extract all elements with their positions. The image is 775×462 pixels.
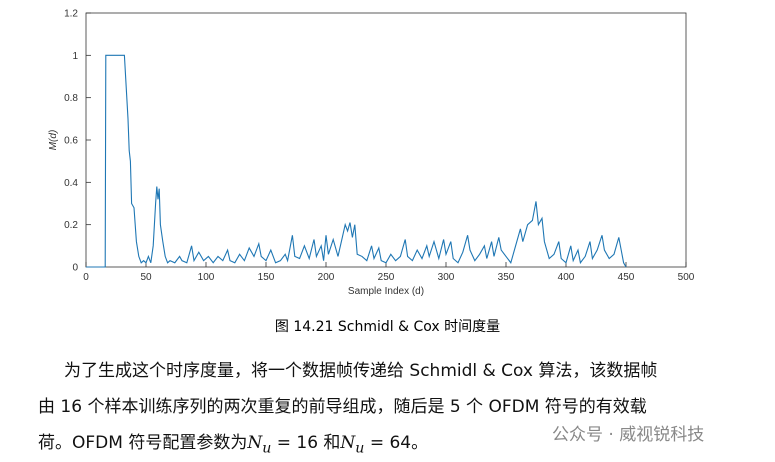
y-tick-label: 0.4 <box>64 178 78 189</box>
x-tick-label: 350 <box>498 272 515 283</box>
y-axis-label: M(d) <box>48 130 59 151</box>
x-tick-label: 50 <box>140 272 152 283</box>
line-series <box>86 54 627 268</box>
x-axis-label: Sample Index (d) <box>348 286 424 297</box>
x-tick-label: 0 <box>83 272 89 283</box>
watermark: 公众号 · 威视锐科技 <box>552 425 705 445</box>
symbol: N <box>340 433 356 453</box>
y-tick-label: 0 <box>72 263 78 274</box>
y-tick-label: 1 <box>72 51 78 62</box>
x-tick-label: 450 <box>618 272 635 283</box>
x-tick-label: 200 <box>318 272 335 283</box>
x-tick-label: 300 <box>438 272 455 283</box>
x-tick-label: 500 <box>678 272 695 283</box>
paragraph-line: 由 16 个样本训练序列的两次重复的前导组成，随后是 5 个 OFDM 符号的有… <box>38 397 647 417</box>
paragraph-line: 荷。OFDM 符号配置参数为Nu = 16 和Nu = 64。 <box>38 428 428 456</box>
chart: Sample Index (d) M(d) 0 50 100 150 200 250 300… <box>48 9 695 298</box>
text: = 16 和 <box>271 433 341 453</box>
x-tick-label: 150 <box>258 272 275 283</box>
symbol: N <box>247 433 263 453</box>
subscript: u <box>355 440 365 457</box>
paragraph-line: 为了生成这个时序度量，将一个数据帧传递给 Schmidl & Cox 算法，该数… <box>64 361 658 381</box>
text: = 64。 <box>364 433 429 453</box>
figure-caption: 图 14.21 Schmidl & Cox 时间度量 <box>274 319 501 335</box>
y-tick-label: 0.8 <box>64 93 78 104</box>
subscript: u <box>262 440 272 457</box>
y-tick-label: 1.2 <box>64 9 78 20</box>
plot-frame <box>85 12 687 268</box>
text: 荷。OFDM 符号配置参数为 <box>38 433 248 453</box>
x-tick-label: 100 <box>198 272 215 283</box>
x-tick-label: 250 <box>378 272 395 283</box>
y-tick-label: 0.2 <box>64 220 78 231</box>
y-tick-label: 0.6 <box>64 136 78 147</box>
x-tick-label: 400 <box>558 272 575 283</box>
